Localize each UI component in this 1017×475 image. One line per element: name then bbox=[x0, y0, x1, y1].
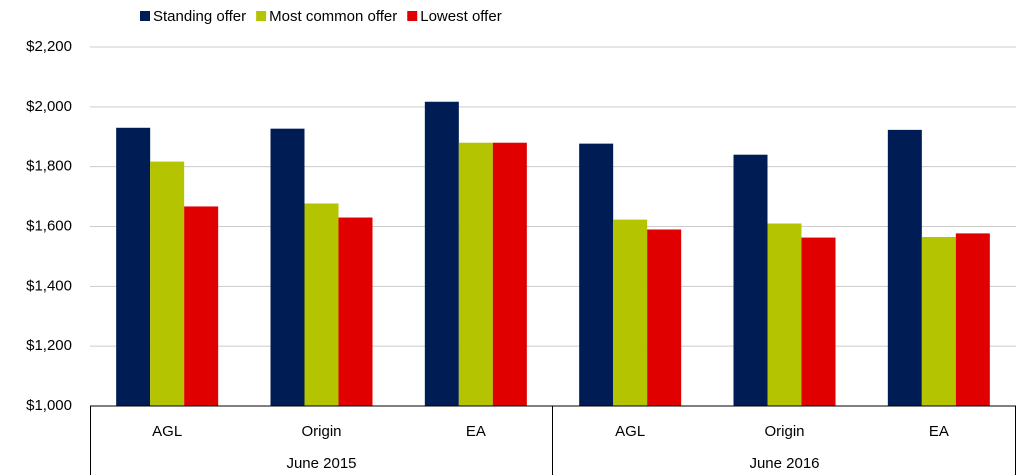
legend-swatch bbox=[256, 11, 267, 21]
x-tick-label: AGL bbox=[152, 423, 182, 440]
y-tick-label: $1,600 bbox=[26, 217, 72, 234]
y-tick-label: $1,400 bbox=[26, 277, 72, 294]
bar bbox=[270, 128, 305, 407]
bar bbox=[424, 101, 459, 406]
group-label: June 2015 bbox=[286, 455, 356, 472]
bar bbox=[458, 142, 493, 406]
y-tick-label: $2,000 bbox=[26, 98, 72, 115]
legend-label: Most common offer bbox=[269, 8, 397, 25]
y-tick-label: $1,000 bbox=[26, 397, 72, 414]
x-tick-label: AGL bbox=[615, 423, 645, 440]
bar bbox=[613, 219, 648, 406]
bar bbox=[304, 203, 339, 406]
y-tick-label: $1,800 bbox=[26, 158, 72, 175]
bar bbox=[338, 217, 373, 406]
bar bbox=[767, 223, 802, 406]
bar bbox=[955, 233, 990, 406]
bar bbox=[184, 206, 219, 406]
group-label: June 2016 bbox=[749, 455, 819, 472]
y-tick-label: $1,200 bbox=[26, 337, 72, 354]
x-tick-label: EA bbox=[466, 423, 486, 440]
x-tick-label: Origin bbox=[764, 423, 804, 440]
bar bbox=[733, 154, 768, 406]
bar bbox=[921, 236, 956, 406]
legend-swatch bbox=[140, 11, 150, 21]
legend-label: Standing offer bbox=[153, 8, 246, 25]
bar bbox=[150, 161, 185, 406]
bar bbox=[579, 143, 614, 406]
x-tick-label: EA bbox=[929, 423, 949, 440]
bar bbox=[647, 229, 682, 406]
legend-label: Lowest offer bbox=[420, 8, 501, 25]
legend-swatch bbox=[407, 11, 418, 21]
bar bbox=[116, 127, 151, 407]
bar bbox=[801, 237, 836, 406]
bar bbox=[492, 142, 527, 406]
x-tick-label: Origin bbox=[301, 423, 341, 440]
bar bbox=[887, 129, 922, 406]
y-tick-label: $2,200 bbox=[26, 38, 72, 55]
